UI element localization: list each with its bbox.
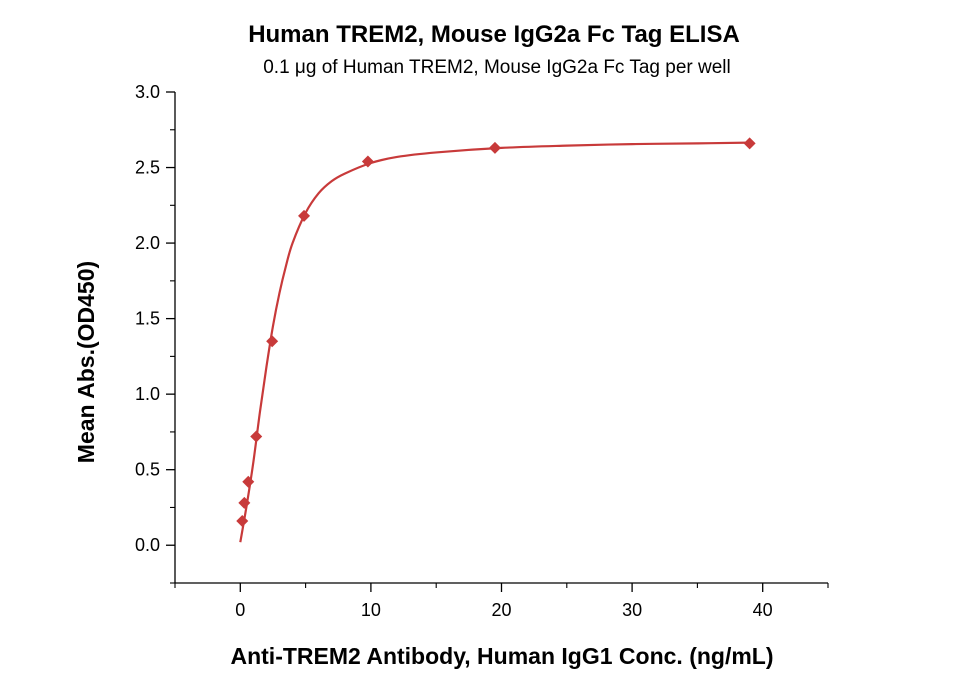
y-tick-label: 3.0 xyxy=(135,82,160,102)
x-tick-label: 30 xyxy=(622,600,642,620)
y-tick-label: 1.0 xyxy=(135,384,160,404)
y-tick-label: 1.5 xyxy=(135,309,160,329)
data-point xyxy=(250,430,262,442)
y-axis-label: Mean Abs.(OD450) xyxy=(73,261,99,463)
y-tick-label: 0.0 xyxy=(135,535,160,555)
chart-title: Human TREM2, Mouse IgG2a Fc Tag ELISA xyxy=(248,21,740,48)
data-point xyxy=(298,210,310,222)
data-point xyxy=(744,137,756,149)
x-tick-label: 20 xyxy=(491,600,511,620)
axis-tick-labels: 0.0 0.5 1.0 1.5 2.0 2.5 3.0 0 10 20 30 40 xyxy=(135,82,773,620)
x-tick-label: 0 xyxy=(235,600,245,620)
y-tick-label: 2.5 xyxy=(135,158,160,178)
x-tick-label: 10 xyxy=(361,600,381,620)
chart-subtitle: 0.1 μg of Human TREM2, Mouse IgG2a Fc Ta… xyxy=(263,57,731,78)
y-tick-label: 2.0 xyxy=(135,233,160,253)
y-tick-label: 0.5 xyxy=(135,460,160,480)
data-point xyxy=(236,515,248,527)
x-axis-label: Anti-TREM2 Antibody, Human IgG1 Conc. (n… xyxy=(230,643,773,669)
x-tick-label: 40 xyxy=(753,600,773,620)
data-point xyxy=(242,476,254,488)
data-point xyxy=(266,335,278,347)
data-points xyxy=(236,137,755,527)
axis-ticks xyxy=(166,92,828,592)
fit-curve xyxy=(240,143,749,543)
data-point xyxy=(489,142,501,154)
